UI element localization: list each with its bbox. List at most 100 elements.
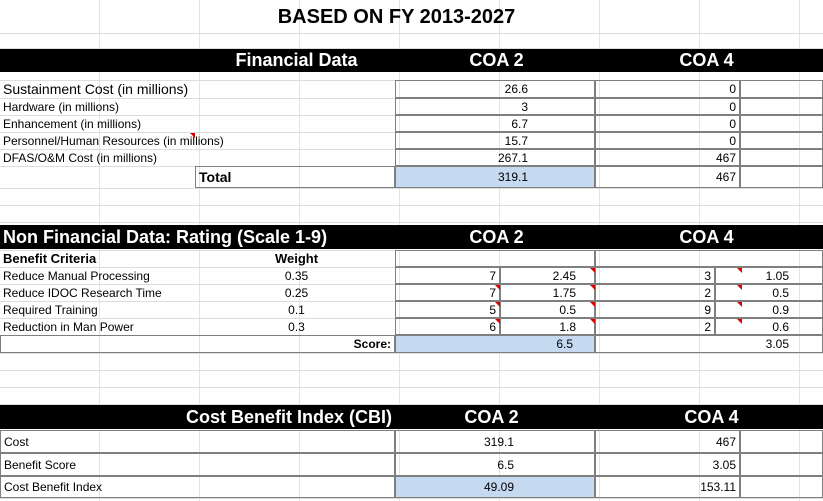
empty-cell [740,476,823,498]
grid-line [0,404,823,405]
column-header: COA 4 [679,50,734,70]
row-label: Sustainment Cost (in millions) [3,81,189,97]
value-cell: 319.1 [395,430,595,453]
total-value: 319.1 [395,166,595,188]
header-bar [0,225,823,249]
value-cell: 467 [595,430,740,453]
grid-line [0,353,823,354]
comment-marker [190,133,195,138]
column-header: COA 4 [684,407,739,427]
rating-cell: 2 [595,318,715,335]
grid-line [0,498,823,499]
grid-line [0,370,823,371]
comment-marker [737,285,742,290]
score-total: 3.05 [595,335,823,353]
column-header: COA 2 [469,50,524,70]
grid-line [0,48,823,49]
comment-marker [590,302,595,307]
grid-line [0,33,823,34]
score-cell: 0.5 [500,301,595,318]
column-header: COA 2 [464,407,519,427]
comment-marker [737,268,742,273]
value-cell: 0 [595,80,740,98]
row-label: Hardware (in millions) [3,99,120,114]
rating-cell: 7 [395,284,500,301]
value-cell: 26.6 [395,80,595,98]
section-heading: Cost Benefit Index (CBI) [185,407,392,427]
empty-cell [740,166,823,188]
rating-cell: 5 [395,301,500,318]
column-header: COA 4 [679,227,734,247]
value-cell: 467 [595,149,740,166]
column-header: Benefit Criteria [3,251,97,266]
weight-cell: 0.3 [288,319,305,334]
empty-cell [740,80,823,98]
total-label: Total [195,166,395,188]
weight-cell: 0.25 [284,285,309,300]
comment-marker [737,302,742,307]
rating-cell: 7 [395,267,500,284]
value-cell: 153.11 [595,476,740,498]
row-label: Personnel/Human Resources (in millions) [3,133,224,148]
grid-line [0,205,823,206]
row-label: Enhancement (in millions) [3,116,142,131]
empty-cell [740,149,823,166]
value-cell: 49.09 [395,476,595,498]
row-label: Cost [0,430,395,453]
comment-marker [737,319,742,324]
value-cell: 3 [395,98,595,115]
score-cell: 1.8 [500,318,595,335]
comment-marker [590,285,595,290]
empty-cell [740,132,823,149]
comment-marker [495,319,500,324]
rating-cell: 3 [595,267,715,284]
score-cell: 0.9 [715,301,823,318]
score-label: Score: [0,335,395,353]
empty-cell [740,430,823,453]
score-total: 6.5 [395,335,595,353]
value-cell: 3.05 [595,453,740,476]
comment-marker [495,302,500,307]
comment-marker [590,319,595,324]
row-label: Reduce IDOC Research Time [3,285,162,300]
empty-cell [595,250,823,267]
section-heading: Non Financial Data: Rating (Scale 1-9) [3,227,328,247]
value-cell: 0 [595,98,740,115]
weight-cell: 0.1 [288,302,305,317]
grid-line [0,387,823,388]
weight-cell: 0.35 [284,268,309,283]
empty-cell [395,250,595,267]
value-cell: 0 [595,115,740,132]
comment-marker [495,285,500,290]
score-cell: 2.45 [500,267,595,284]
score-cell: 1.75 [500,284,595,301]
title: BASED ON FY 2013-2027 [277,6,516,28]
empty-cell [740,115,823,132]
row-label: Required Training [3,302,98,317]
value-cell: 267.1 [395,149,595,166]
empty-cell [740,453,823,476]
rating-cell: 9 [595,301,715,318]
section-heading: Financial Data [235,50,358,70]
row-label: Benefit Score [0,453,395,476]
value-cell: 6.7 [395,115,595,132]
row-label: DFAS/O&M Cost (in millions) [3,150,158,165]
rating-cell: 6 [395,318,500,335]
score-cell: 0.5 [715,284,823,301]
value-cell: 0 [595,132,740,149]
grid-line [0,188,823,189]
grid-line [0,222,823,223]
row-label: Cost Benefit Index [0,476,395,498]
total-value: 467 [595,166,740,188]
empty-cell [740,98,823,115]
row-label: Reduce Manual Processing [3,268,150,283]
value-cell: 6.5 [395,453,595,476]
column-header: Weight [274,251,319,266]
score-cell: 1.05 [715,267,823,284]
row-label: Reduction in Man Power [3,319,134,334]
comment-marker [590,268,595,273]
header-bar [0,48,823,72]
header-bar [0,405,823,429]
score-cell: 0.6 [715,318,823,335]
